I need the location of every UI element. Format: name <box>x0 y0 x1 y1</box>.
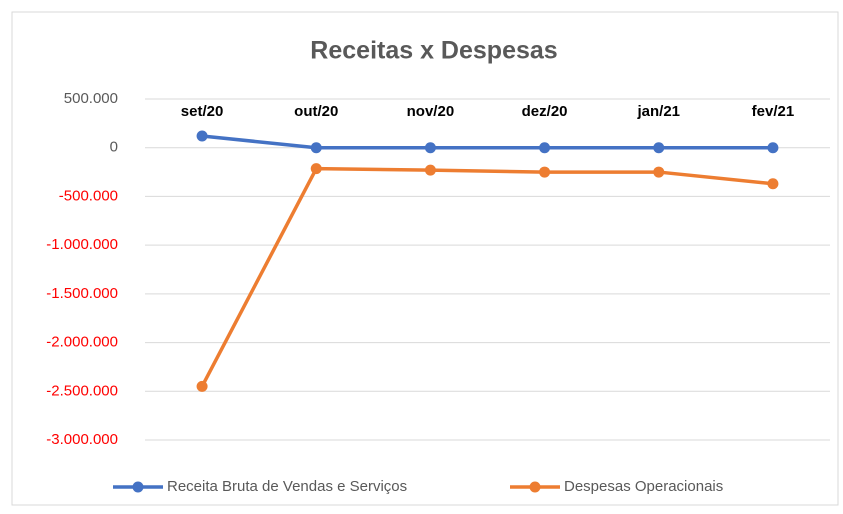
data-point <box>424 142 436 154</box>
y-tick-label: -500.000 <box>59 187 118 204</box>
data-point <box>539 142 551 154</box>
x-tick-label: set/20 <box>181 103 224 120</box>
legend-marker <box>132 481 144 493</box>
y-tick-label: 0 <box>110 139 118 156</box>
data-point <box>653 166 665 178</box>
data-point <box>653 142 665 154</box>
y-tick-label: -2.000.000 <box>46 334 118 351</box>
x-tick-label: nov/20 <box>407 103 455 120</box>
data-point <box>767 142 779 154</box>
x-tick-label: fev/21 <box>752 103 795 120</box>
series-line <box>201 134 773 150</box>
data-point <box>310 142 322 154</box>
x-tick-label: out/20 <box>294 103 338 120</box>
y-tick-label: 500.000 <box>64 90 118 107</box>
data-point <box>196 380 208 392</box>
data-point <box>767 178 779 190</box>
chart-frame <box>11 11 839 506</box>
x-tick-label: dez/20 <box>522 103 568 120</box>
y-tick-label: -2.500.000 <box>46 382 118 399</box>
chart-title: Receitas x Despesas <box>310 37 557 65</box>
legend-label: Receita Bruta de Vendas e Serviços <box>167 478 407 495</box>
y-tick-label: -1.500.000 <box>46 285 118 302</box>
data-point <box>196 130 208 142</box>
legend-label: Despesas Operacionais <box>564 478 723 495</box>
data-point <box>539 166 551 178</box>
data-point <box>424 164 436 176</box>
x-tick-label: jan/21 <box>636 103 680 120</box>
legend-marker <box>529 481 541 493</box>
data-point <box>310 163 322 175</box>
series-line <box>200 166 774 388</box>
y-tick-label: -3.000.000 <box>46 431 118 448</box>
y-tick-label: -1.000.000 <box>46 236 118 253</box>
